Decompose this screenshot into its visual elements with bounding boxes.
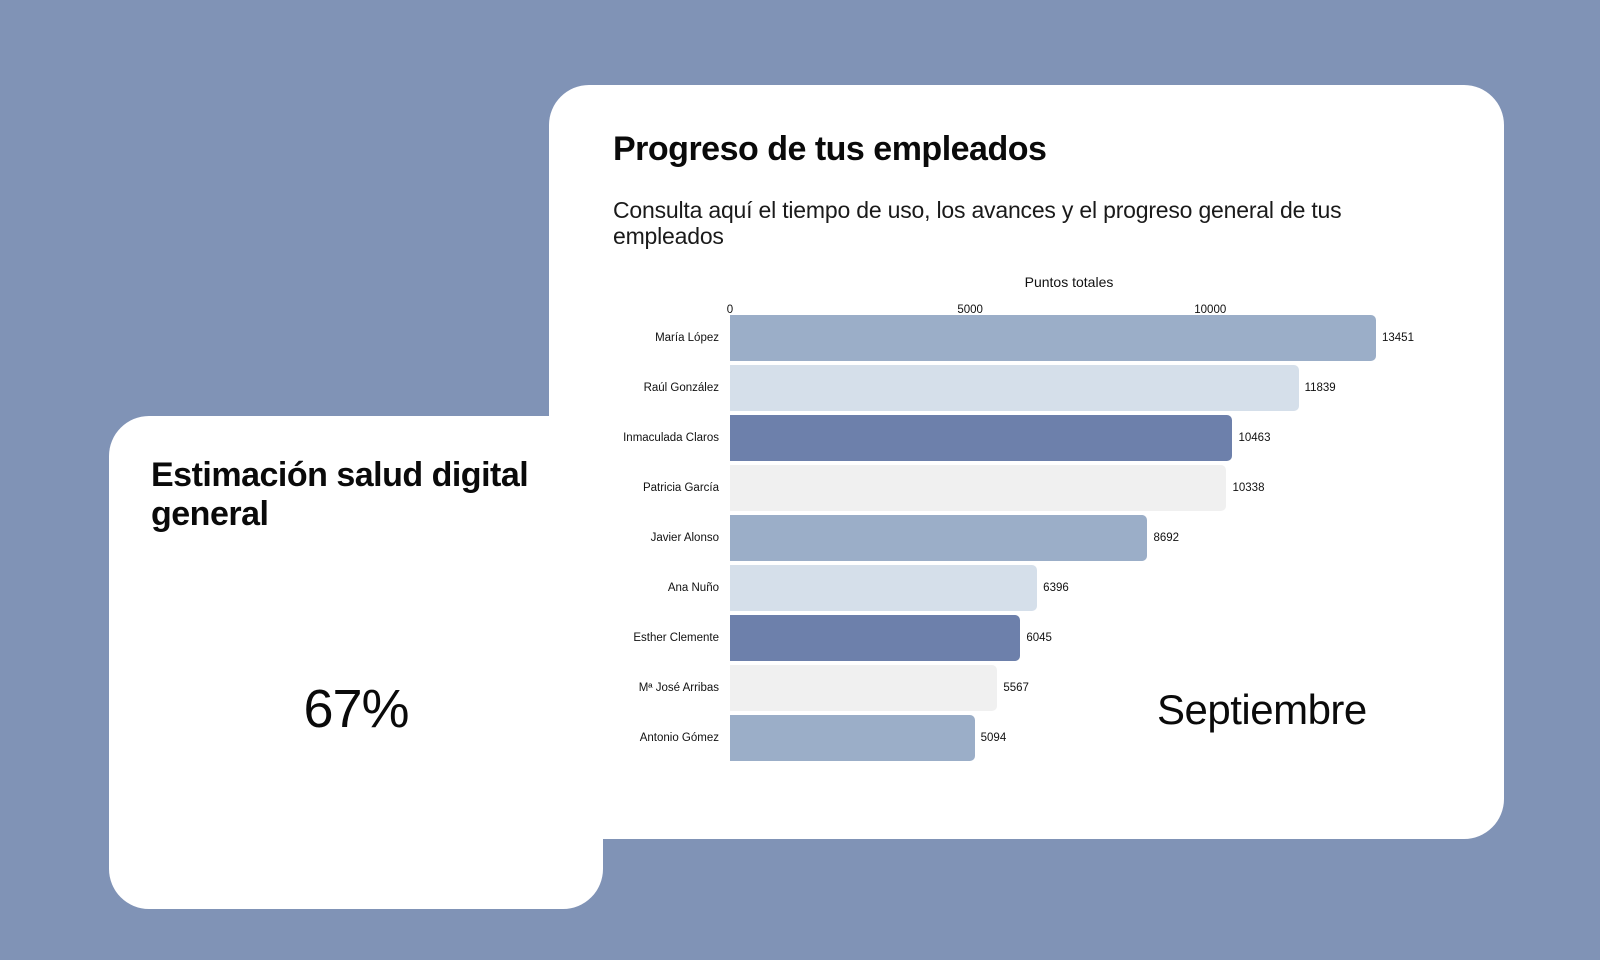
progress-card-title: Progreso de tus empleados bbox=[613, 130, 1047, 168]
bar-value-label: 6045 bbox=[1026, 632, 1052, 644]
employee-name-label: Javier Alonso bbox=[650, 532, 719, 544]
employee-name-label: Ana Nuño bbox=[667, 582, 719, 594]
employee-points-bar bbox=[730, 365, 1299, 411]
employee-name-label: Mª José Arribas bbox=[638, 682, 719, 694]
employee-points-bar bbox=[730, 465, 1227, 511]
employee-points-bar bbox=[730, 515, 1148, 561]
employee-points-bar bbox=[730, 415, 1233, 461]
bar-value-label: 13451 bbox=[1382, 332, 1414, 344]
bar-value-label: 10463 bbox=[1238, 432, 1271, 444]
health-percentage: 67% bbox=[303, 679, 409, 739]
employee-points-bar bbox=[730, 715, 975, 761]
employee-name-label: Patricia García bbox=[642, 482, 719, 494]
x-axis-title: Puntos totales bbox=[1024, 274, 1114, 290]
employee-name-label: Raúl González bbox=[643, 382, 719, 394]
bar-value-label: 10338 bbox=[1232, 482, 1265, 494]
employee-points-bar bbox=[730, 315, 1376, 361]
employee-name-label: María López bbox=[655, 332, 719, 344]
month-label: Septiembre bbox=[1157, 686, 1367, 733]
x-tick-label: 5000 bbox=[957, 304, 983, 316]
bar-value-label: 5094 bbox=[980, 732, 1007, 744]
digital-health-card: Estimación salud digital general 67% bbox=[109, 416, 603, 909]
bar-value-label: 6396 bbox=[1043, 582, 1069, 594]
x-tick-label: 0 bbox=[726, 304, 734, 316]
bar-value-label: 11839 bbox=[1304, 382, 1336, 394]
employee-name-label: Inmaculada Claros bbox=[623, 432, 719, 444]
employee-points-bar bbox=[730, 565, 1038, 611]
employee-points-bar bbox=[730, 615, 1021, 661]
bar-value-label: 5567 bbox=[1003, 682, 1029, 694]
employee-name-label: Esther Clemente bbox=[633, 632, 719, 644]
progress-card-subtitle: Consulta aquí el tiempo de uso, los avan… bbox=[613, 197, 1342, 249]
employee-name-label: Antonio Gómez bbox=[639, 732, 719, 744]
health-card-title: Estimación salud digital general bbox=[151, 456, 529, 533]
employee-progress-card: Progreso de tus empleados Consulta aquí … bbox=[549, 85, 1504, 839]
x-tick-label: 10000 bbox=[1194, 304, 1227, 316]
employee-points-bar bbox=[730, 665, 998, 711]
bar-value-label: 8692 bbox=[1153, 532, 1180, 544]
